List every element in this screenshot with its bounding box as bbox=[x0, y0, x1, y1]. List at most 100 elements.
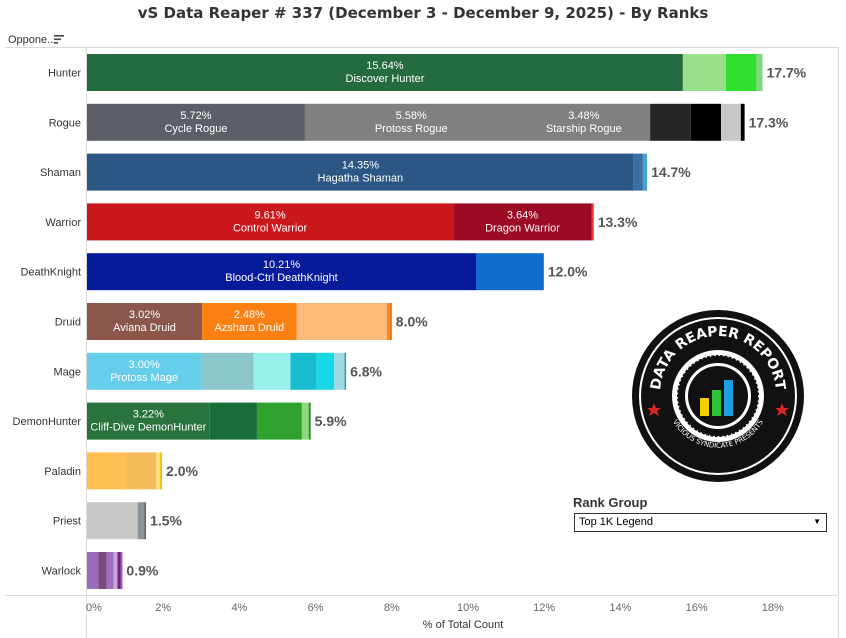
bar-segment[interactable] bbox=[87, 253, 477, 291]
row-header-opponent[interactable]: Oppone.. bbox=[8, 34, 54, 46]
bar-segment[interactable] bbox=[209, 402, 257, 440]
segment-archetype: Starship Rogue bbox=[546, 123, 622, 135]
bar-segment[interactable] bbox=[650, 103, 691, 141]
x-tick-label: 12% bbox=[533, 602, 555, 614]
bar-segment[interactable] bbox=[740, 103, 745, 141]
bar-segment[interactable] bbox=[690, 103, 721, 141]
segment-archetype: Discover Hunter bbox=[346, 73, 425, 85]
star-icon bbox=[775, 403, 789, 416]
segment-archetype: Azshara Druid bbox=[214, 322, 284, 334]
bar-segment[interactable] bbox=[476, 253, 544, 291]
bar-segment[interactable] bbox=[591, 203, 594, 241]
row-total: 2.0% bbox=[166, 463, 198, 479]
bar-segment[interactable] bbox=[87, 352, 202, 390]
bar-segment[interactable] bbox=[334, 352, 345, 390]
row-total: 0.9% bbox=[126, 563, 158, 579]
row-label: DeathKnight bbox=[20, 267, 81, 279]
bar-segment[interactable] bbox=[682, 54, 726, 91]
segment-archetype: Aviana Druid bbox=[113, 322, 176, 334]
star-icon bbox=[647, 403, 661, 416]
rank-group-dropdown[interactable]: Top 1K Legend ▼ bbox=[574, 513, 827, 532]
bar-segment[interactable] bbox=[290, 352, 317, 390]
x-tick-label: 0% bbox=[86, 602, 102, 614]
bar-segment[interactable] bbox=[296, 303, 387, 340]
bar-segment[interactable] bbox=[301, 402, 309, 440]
x-tick-label: 10% bbox=[457, 602, 479, 614]
bar-segment[interactable] bbox=[389, 303, 392, 340]
bar-segment[interactable] bbox=[144, 502, 147, 540]
row-total: 8.0% bbox=[396, 314, 428, 330]
bar-segment[interactable] bbox=[98, 552, 107, 589]
bar-segment[interactable] bbox=[87, 54, 683, 91]
bar-segment[interactable] bbox=[160, 452, 163, 490]
bar-segment[interactable] bbox=[106, 552, 114, 589]
segment-archetype: Cliff-Dive DemonHunter bbox=[90, 422, 206, 434]
bar-segment[interactable] bbox=[316, 352, 335, 390]
segment-value: 3.22% bbox=[133, 409, 164, 421]
bar-segment[interactable] bbox=[633, 153, 643, 191]
row-label: Shaman bbox=[40, 167, 81, 179]
segment-value: 10.21% bbox=[263, 259, 301, 271]
bar-segment[interactable] bbox=[87, 452, 126, 490]
sort-icon[interactable] bbox=[54, 35, 64, 44]
row-total: 6.8% bbox=[350, 363, 382, 379]
row-total: 17.7% bbox=[767, 65, 807, 81]
bar-segment[interactable] bbox=[725, 54, 757, 91]
segment-archetype: Cycle Rogue bbox=[164, 123, 227, 135]
segment-value: 15.64% bbox=[366, 60, 404, 72]
bar-segment[interactable] bbox=[137, 502, 145, 540]
bar-segment[interactable] bbox=[756, 54, 763, 91]
row-label: Hunter bbox=[48, 68, 81, 80]
bar-segment[interactable] bbox=[386, 303, 390, 340]
segment-value: 3.00% bbox=[129, 359, 160, 371]
segment-value: 2.48% bbox=[234, 309, 265, 321]
bar-segment[interactable] bbox=[87, 502, 138, 540]
bar-segment[interactable] bbox=[87, 103, 305, 141]
bar-segment[interactable] bbox=[304, 103, 518, 141]
bar-segment[interactable] bbox=[308, 402, 311, 440]
data-reaper-logo: DATA REAPER REPORT VICIOUS SYNDICATE PRE… bbox=[632, 310, 804, 482]
row-total: 14.7% bbox=[651, 164, 691, 180]
bar-segment[interactable] bbox=[256, 402, 302, 440]
bar-segment[interactable] bbox=[202, 303, 297, 340]
x-tick-label: 6% bbox=[308, 602, 324, 614]
bar-segment[interactable] bbox=[344, 352, 347, 390]
bar-segment[interactable] bbox=[720, 103, 741, 141]
bar-segment[interactable] bbox=[125, 452, 157, 490]
bar-segment[interactable] bbox=[253, 352, 291, 390]
row-label: Paladin bbox=[44, 466, 81, 478]
bar-segment[interactable] bbox=[117, 552, 121, 589]
segment-archetype: Dragon Warrior bbox=[485, 222, 560, 234]
bar-segment[interactable] bbox=[113, 552, 118, 589]
segment-archetype: Control Warrior bbox=[233, 222, 307, 234]
bar-segment[interactable] bbox=[87, 552, 99, 589]
bar-segment[interactable] bbox=[120, 552, 123, 589]
bar-segment[interactable] bbox=[87, 153, 634, 191]
segment-value: 3.48% bbox=[568, 110, 599, 122]
bar-segment[interactable] bbox=[642, 153, 648, 191]
bar-segment[interactable] bbox=[87, 402, 210, 440]
bar-segment[interactable] bbox=[517, 103, 651, 141]
bar-segment[interactable] bbox=[87, 303, 203, 340]
bar-segment[interactable] bbox=[201, 352, 254, 390]
header-divider bbox=[5, 47, 839, 48]
chart-title: vS Data Reaper # 337 (December 3 - Decem… bbox=[137, 4, 709, 22]
bar-segment[interactable] bbox=[87, 203, 454, 241]
row-total: 12.0% bbox=[548, 264, 588, 280]
segment-value: 14.35% bbox=[342, 160, 380, 172]
row-label: Rogue bbox=[49, 117, 81, 129]
x-tick-label: 18% bbox=[762, 602, 784, 614]
bar-segment[interactable] bbox=[453, 203, 592, 241]
x-tick-label: 4% bbox=[231, 602, 247, 614]
segment-value: 5.58% bbox=[396, 110, 427, 122]
segment-archetype: Blood-Ctrl DeathKnight bbox=[225, 272, 338, 284]
x-axis-title: % of Total Count bbox=[422, 619, 504, 631]
segment-value: 3.02% bbox=[129, 309, 160, 321]
x-tick-label: 14% bbox=[609, 602, 631, 614]
row-label: Warrior bbox=[45, 217, 81, 229]
right-border bbox=[838, 47, 839, 638]
segment-archetype: Protoss Rogue bbox=[375, 123, 448, 135]
bar-segment[interactable] bbox=[156, 452, 161, 490]
